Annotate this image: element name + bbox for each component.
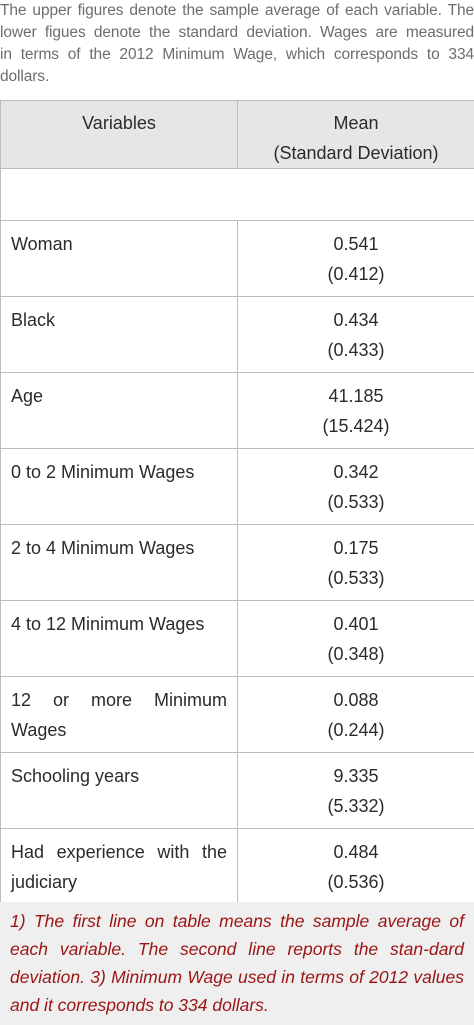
variable-cell: 4 to 12 Minimum Wages bbox=[0, 600, 238, 677]
footnote-text: 1) The first line on table means the sam… bbox=[10, 911, 464, 1015]
table-row: 2 to 4 Minimum Wages 0.175 (0.533) bbox=[0, 524, 474, 601]
sd-value: (0.433) bbox=[327, 340, 385, 360]
mean-value: 0.484 bbox=[333, 842, 379, 862]
header-mean: Mean (Standard Deviation) bbox=[237, 100, 474, 169]
mean-value: 0.401 bbox=[333, 614, 379, 634]
header-sd-label: (Standard Deviation) bbox=[273, 143, 439, 163]
variable-cell: Had experience with the judiciary bbox=[0, 828, 238, 905]
header-mean-label: Mean bbox=[333, 113, 379, 133]
variable-cell: Woman bbox=[0, 220, 238, 297]
table-row: 0 to 2 Minimum Wages 0.342 (0.533) bbox=[0, 448, 474, 525]
value-cell: 0.401 (0.348) bbox=[237, 600, 474, 677]
caption-line: dollars. bbox=[0, 68, 50, 85]
sd-value: (0.348) bbox=[327, 644, 385, 664]
data-table: Variables Mean (Standard Deviation) Woma… bbox=[0, 100, 474, 905]
table-row: 4 to 12 Minimum Wages 0.401 (0.348) bbox=[0, 600, 474, 677]
sd-value: (5.332) bbox=[327, 796, 385, 816]
sd-value: (0.533) bbox=[327, 568, 385, 588]
value-cell: 0.541 (0.412) bbox=[237, 220, 474, 297]
variable-cell: 0 to 2 Minimum Wages bbox=[0, 448, 238, 525]
spacer-cell bbox=[0, 168, 474, 221]
spacer-row bbox=[0, 168, 474, 221]
header-row: Variables Mean (Standard Deviation) bbox=[0, 100, 474, 169]
value-cell: 0.434 (0.433) bbox=[237, 296, 474, 373]
table-row: Had experience with the judiciary 0.484 … bbox=[0, 828, 474, 905]
mean-value: 9.335 bbox=[333, 766, 379, 786]
table-row: Age 41.185 (15.424) bbox=[0, 372, 474, 449]
mean-value: 0.342 bbox=[333, 462, 379, 482]
mean-value: 0.088 bbox=[333, 690, 379, 710]
table-row: Black 0.434 (0.433) bbox=[0, 296, 474, 373]
value-cell: 9.335 (5.332) bbox=[237, 752, 474, 829]
table-row: Woman 0.541 (0.412) bbox=[0, 220, 474, 297]
value-cell: 0.342 (0.533) bbox=[237, 448, 474, 525]
sd-value: (0.533) bbox=[327, 492, 385, 512]
value-cell: 0.484 (0.536) bbox=[237, 828, 474, 905]
header-variables: Variables bbox=[0, 100, 238, 169]
descriptive-statistics-table: Variables Mean (Standard Deviation) Woma… bbox=[0, 100, 474, 905]
header-variables-label: Variables bbox=[82, 113, 156, 133]
variable-cell: 2 to 4 Minimum Wages bbox=[0, 524, 238, 601]
value-cell: 0.175 (0.533) bbox=[237, 524, 474, 601]
variable-cell: Black bbox=[0, 296, 238, 373]
sd-value: (15.424) bbox=[322, 416, 390, 436]
value-cell: 0.088 (0.244) bbox=[237, 676, 474, 753]
caption-line: in terms of the 2012 Minimum Wage, which… bbox=[0, 46, 474, 63]
caption-line: The upper figures denote the sample aver… bbox=[0, 2, 474, 19]
sd-value: (0.412) bbox=[327, 264, 385, 284]
value-cell: 41.185 (15.424) bbox=[237, 372, 474, 449]
table-caption: The upper figures denote the sample aver… bbox=[0, 0, 474, 88]
table-row: 12 or more Minimum Wages 0.088 (0.244) bbox=[0, 676, 474, 753]
table-row: Schooling years 9.335 (5.332) bbox=[0, 752, 474, 829]
variable-cell: Age bbox=[0, 372, 238, 449]
table-footnote: 1) The first line on table means the sam… bbox=[0, 902, 474, 1025]
sd-value: (0.244) bbox=[327, 720, 385, 740]
mean-value: 0.434 bbox=[333, 310, 379, 330]
variable-cell: Schooling years bbox=[0, 752, 238, 829]
caption-line: lower figues denote the standard deviati… bbox=[0, 24, 474, 41]
sd-value: (0.536) bbox=[327, 872, 385, 892]
mean-value: 41.185 bbox=[328, 386, 384, 406]
variable-cell: 12 or more Minimum Wages bbox=[0, 676, 238, 753]
mean-value: 0.175 bbox=[333, 538, 379, 558]
mean-value: 0.541 bbox=[333, 234, 379, 254]
